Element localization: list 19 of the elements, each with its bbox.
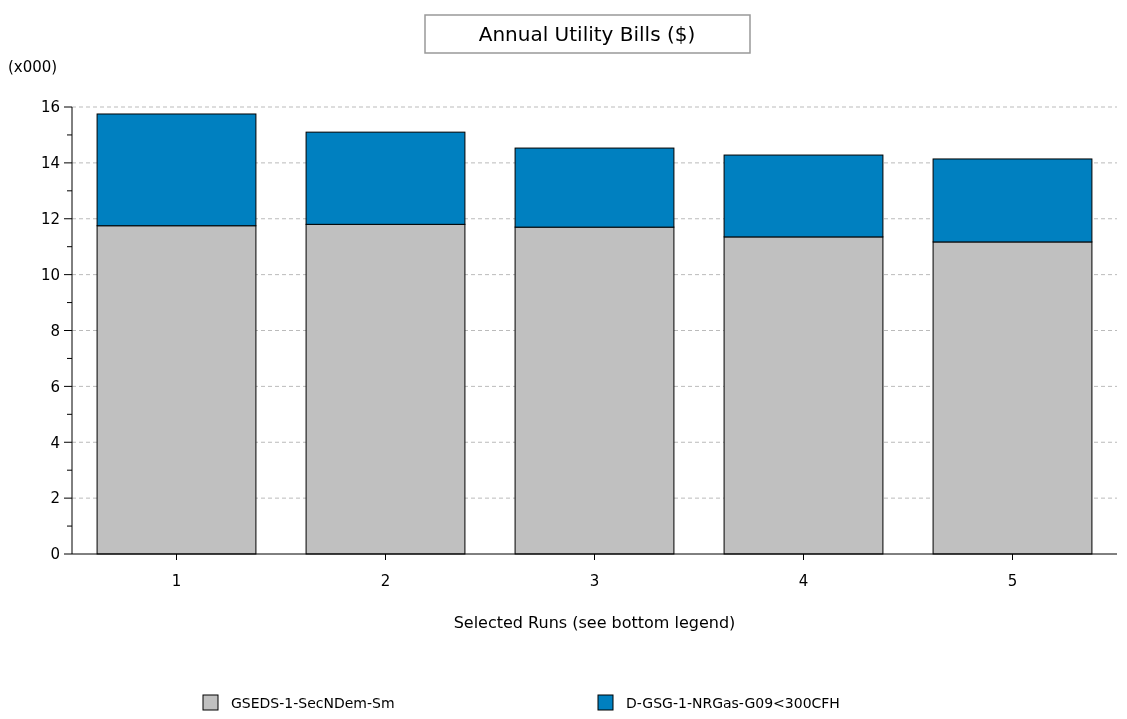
x-tick-label: 1 — [171, 572, 182, 590]
y-tick-label: 14 — [40, 154, 60, 173]
x-tick-label: 5 — [1007, 572, 1018, 590]
y-tick-label: 0 — [50, 545, 60, 564]
y-tick-label: 10 — [40, 265, 60, 284]
y-tick-label: 2 — [50, 489, 60, 508]
x-tick-label: 3 — [589, 572, 600, 590]
x-tick-label: 2 — [380, 572, 391, 590]
y-tick-label: 12 — [40, 210, 60, 228]
y-tick-label: 16 — [40, 98, 60, 117]
legend-label: D-GSG-1-NRGas-G09<300CFH — [626, 695, 840, 711]
y-tick-label: 4 — [50, 433, 60, 452]
y-tick-label: 8 — [50, 321, 60, 340]
legend-label: GSEDS-1-SecNDem-Sm — [231, 695, 395, 711]
x-axis-title: Selected Runs (see bottom legend) — [453, 613, 736, 632]
chart-title: Annual Utility Bills ($) — [478, 22, 696, 46]
y-tick-label: 6 — [50, 377, 60, 396]
y-axis-title: (x000) — [8, 58, 58, 76]
x-tick-label: 4 — [798, 572, 809, 590]
